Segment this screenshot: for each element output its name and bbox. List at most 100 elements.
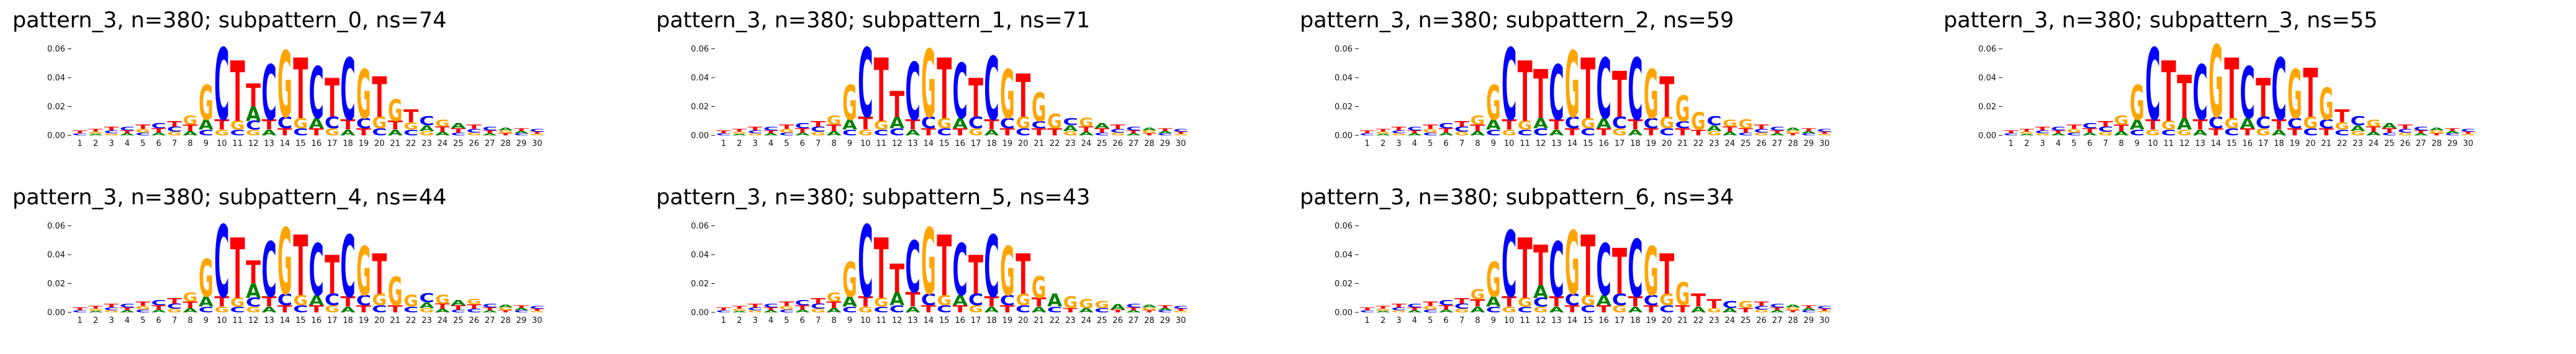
logo-letter-A: A [763,309,779,313]
logo-letter-A: A [482,309,498,313]
logo-letter-T: T [1439,127,1454,134]
logo-letter-G: G [1063,130,1078,137]
logo-letter-G: G [356,56,371,134]
logo-letter-C: C [1126,125,1141,131]
logo-letter-C: C [1754,128,1769,134]
y-tick-label: 0.02 [47,102,65,112]
logo-letter-A: A [1770,309,1785,313]
y-tick-label: 0.06 [691,45,709,54]
y-tick-label: 0.02 [47,279,65,289]
x-tick-label: 8 [187,139,192,148]
logo-letter-T: T [341,294,356,310]
logo-letter-G: G [1738,299,1753,310]
logo-letter-C: C [1533,296,1548,310]
x-tick-label: 14 [2211,139,2222,148]
x-tick-label: 10 [1504,139,1515,148]
x-tick-label: 16 [311,139,322,148]
logo-letter-T: T [529,308,544,312]
logo-letter-C: C [1801,132,1816,136]
x-tick-label: 9 [1491,316,1496,325]
logo-letter-C: C [1770,302,1785,308]
logo-letter-T: T [88,128,104,132]
x-tick-label: 13 [2195,139,2205,148]
x-tick-label: 6 [156,316,161,325]
logo-letter-G: G [732,308,747,312]
logo-letter-G: G [167,130,182,136]
x-tick-label: 21 [1034,316,1044,325]
logo-letter-C: C [403,305,418,314]
logo-letter-A: A [2366,131,2382,137]
logo-letter-C: C [1817,128,1832,132]
x-tick-label: 10 [217,316,227,325]
logo-letter-T: T [529,131,544,135]
logo-letter-T: T [1407,129,1423,134]
logo-title: pattern_3, n=380; subpattern_0, ns=74 [12,8,447,33]
x-tick-label: 23 [1065,139,1076,148]
logo-letter-G: G [842,252,857,308]
x-tick-label: 2 [2024,139,2029,148]
x-tick-label: 15 [295,316,306,325]
x-tick-label: 17 [327,316,338,325]
x-tick-label: 10 [2148,139,2158,148]
logo-letter-A: A [2429,127,2444,131]
x-tick-label: 12 [248,316,259,325]
logo-letter-C: C [309,52,324,135]
logo-letter-G: G [1032,84,1047,130]
logo-letter-T: T [2019,128,2035,132]
logo-letter-C: C [779,309,794,313]
logo-letter-C: C [104,129,119,134]
x-tick-label: 26 [1756,316,1767,325]
logo-letter-T: T [1142,309,1157,313]
x-tick-label: 5 [140,139,145,148]
x-tick-label: 7 [1459,316,1464,325]
logo-letter-T: T [874,41,889,142]
x-tick-label: 28 [1144,316,1155,325]
logo-letter-T: T [104,302,120,308]
logo-letter-T: T [1360,306,1376,311]
logo-letter-T: T [467,124,482,130]
logo-letter-C: C [451,309,466,313]
x-tick-label: 19 [359,139,369,148]
logo-letter-A: A [151,309,167,313]
x-tick-label: 8 [831,139,836,148]
logo-letter-C: C [1454,302,1469,311]
x-tick-label: 7 [816,316,821,325]
logo-letter-T: T [968,68,983,129]
logo-letter-G: G [1786,129,1801,134]
x-tick-label: 5 [1428,316,1433,325]
x-tick-label: 26 [2400,139,2410,148]
logo-letter-C: C [199,305,214,314]
logo-letter-C: C [419,292,434,306]
logo-letter-T: T [435,302,450,311]
logo-letter-T: T [325,245,340,306]
logo-letter-C: C [167,125,182,134]
logo-letter-A: A [1801,307,1817,311]
logo-letter-T: T [984,294,999,310]
logo-letter-A: A [420,124,435,133]
logo-letter-A: A [1407,132,1423,136]
logo-letter-T: T [1470,123,1486,134]
x-tick-label: 1 [1365,139,1370,148]
logo-letter-A: A [262,305,277,314]
x-tick-label: 15 [1583,139,1593,148]
logo-letter-C: C [874,305,889,314]
logo-letter-T: T [183,123,199,134]
x-tick-label: 1 [721,139,726,148]
logo-letter-C: C [135,309,150,313]
logo-letter-C: C [811,302,826,311]
x-tick-label: 17 [971,316,981,325]
logo-letter-C: C [120,125,135,131]
logo-letter-A: A [435,308,451,314]
logo-letter-C: C [1706,115,1721,129]
x-tick-label: 12 [248,139,259,148]
logo-letter-G: G [372,114,387,132]
logo-letter-T: T [1502,117,1516,133]
x-tick-label: 16 [311,316,322,325]
logo-letter-C: C [1454,125,1469,134]
x-tick-label: 15 [939,316,950,325]
logo-letter-C: C [356,293,371,309]
logo-letter-C: C [2192,50,2207,137]
y-tick-label: 0.04 [1335,73,1353,83]
logo-letter-T: T [1580,219,1595,315]
logo-letter-T: T [151,127,167,134]
